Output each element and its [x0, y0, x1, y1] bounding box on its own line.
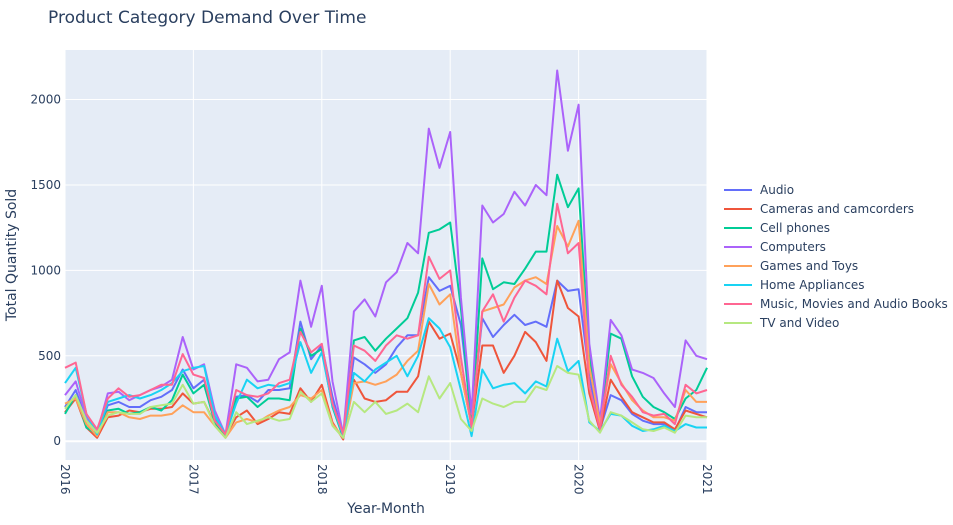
legend-swatch: [724, 226, 752, 229]
legend-item[interactable]: TV and Video: [724, 313, 948, 332]
x-tick-label: 2020: [572, 464, 586, 495]
y-tick-label: 1500: [30, 178, 61, 192]
x-tick-label: 2021: [700, 464, 714, 495]
legend-item[interactable]: Music, Movies and Audio Books: [724, 294, 948, 313]
chart-title: Product Category Demand Over Time: [48, 8, 367, 28]
legend-item[interactable]: Computers: [724, 237, 948, 256]
legend-item[interactable]: Cell phones: [724, 218, 948, 237]
legend-swatch: [724, 245, 752, 248]
y-tick-label: 500: [38, 349, 61, 363]
legend-swatch: [724, 321, 752, 324]
legend-label: Audio: [760, 182, 795, 197]
legend-item[interactable]: Home Appliances: [724, 275, 948, 294]
x-tick-label: 2018: [315, 464, 329, 495]
legend-label: Games and Toys: [760, 258, 859, 273]
legend: Audio Cameras and camcorders Cell phones Co…: [724, 180, 948, 332]
legend-swatch: [724, 207, 752, 210]
legend-item[interactable]: Audio: [724, 180, 948, 199]
y-tick-label: 2000: [30, 93, 61, 107]
x-tick-label: 2019: [443, 464, 457, 495]
legend-label: TV and Video: [760, 315, 840, 330]
legend-label: Cameras and camcorders: [760, 201, 915, 216]
series-line-music-movies-and-audio-books: [64, 202, 708, 436]
legend-swatch: [724, 264, 752, 267]
legend-label: Cell phones: [760, 220, 831, 235]
y-axis-title: Total Quantity Sold: [4, 189, 20, 322]
y-axis-ticks: 0 500 1000 1500 2000: [30, 93, 61, 449]
legend-label: Home Appliances: [760, 277, 865, 292]
legend-label: Computers: [760, 239, 826, 254]
series-lines: [64, 69, 708, 441]
x-axis-ticks: 2016 2017 2018 2019 2020 2021: [58, 464, 714, 495]
y-tick-label: 1000: [30, 263, 61, 277]
legend-label: Music, Movies and Audio Books: [760, 296, 948, 311]
x-tick-label: 2017: [186, 464, 200, 495]
series-line-tv-and-video: [64, 365, 707, 439]
x-tick-label: 2016: [58, 464, 72, 495]
legend-item[interactable]: Games and Toys: [724, 256, 948, 275]
y-tick-label: 0: [53, 434, 61, 448]
x-axis-title: Year-Month: [346, 501, 425, 517]
legend-swatch: [724, 302, 752, 305]
plot-background: [65, 50, 707, 460]
legend-swatch: [724, 283, 752, 286]
legend-item[interactable]: Cameras and camcorders: [724, 199, 948, 218]
legend-swatch: [724, 188, 752, 191]
